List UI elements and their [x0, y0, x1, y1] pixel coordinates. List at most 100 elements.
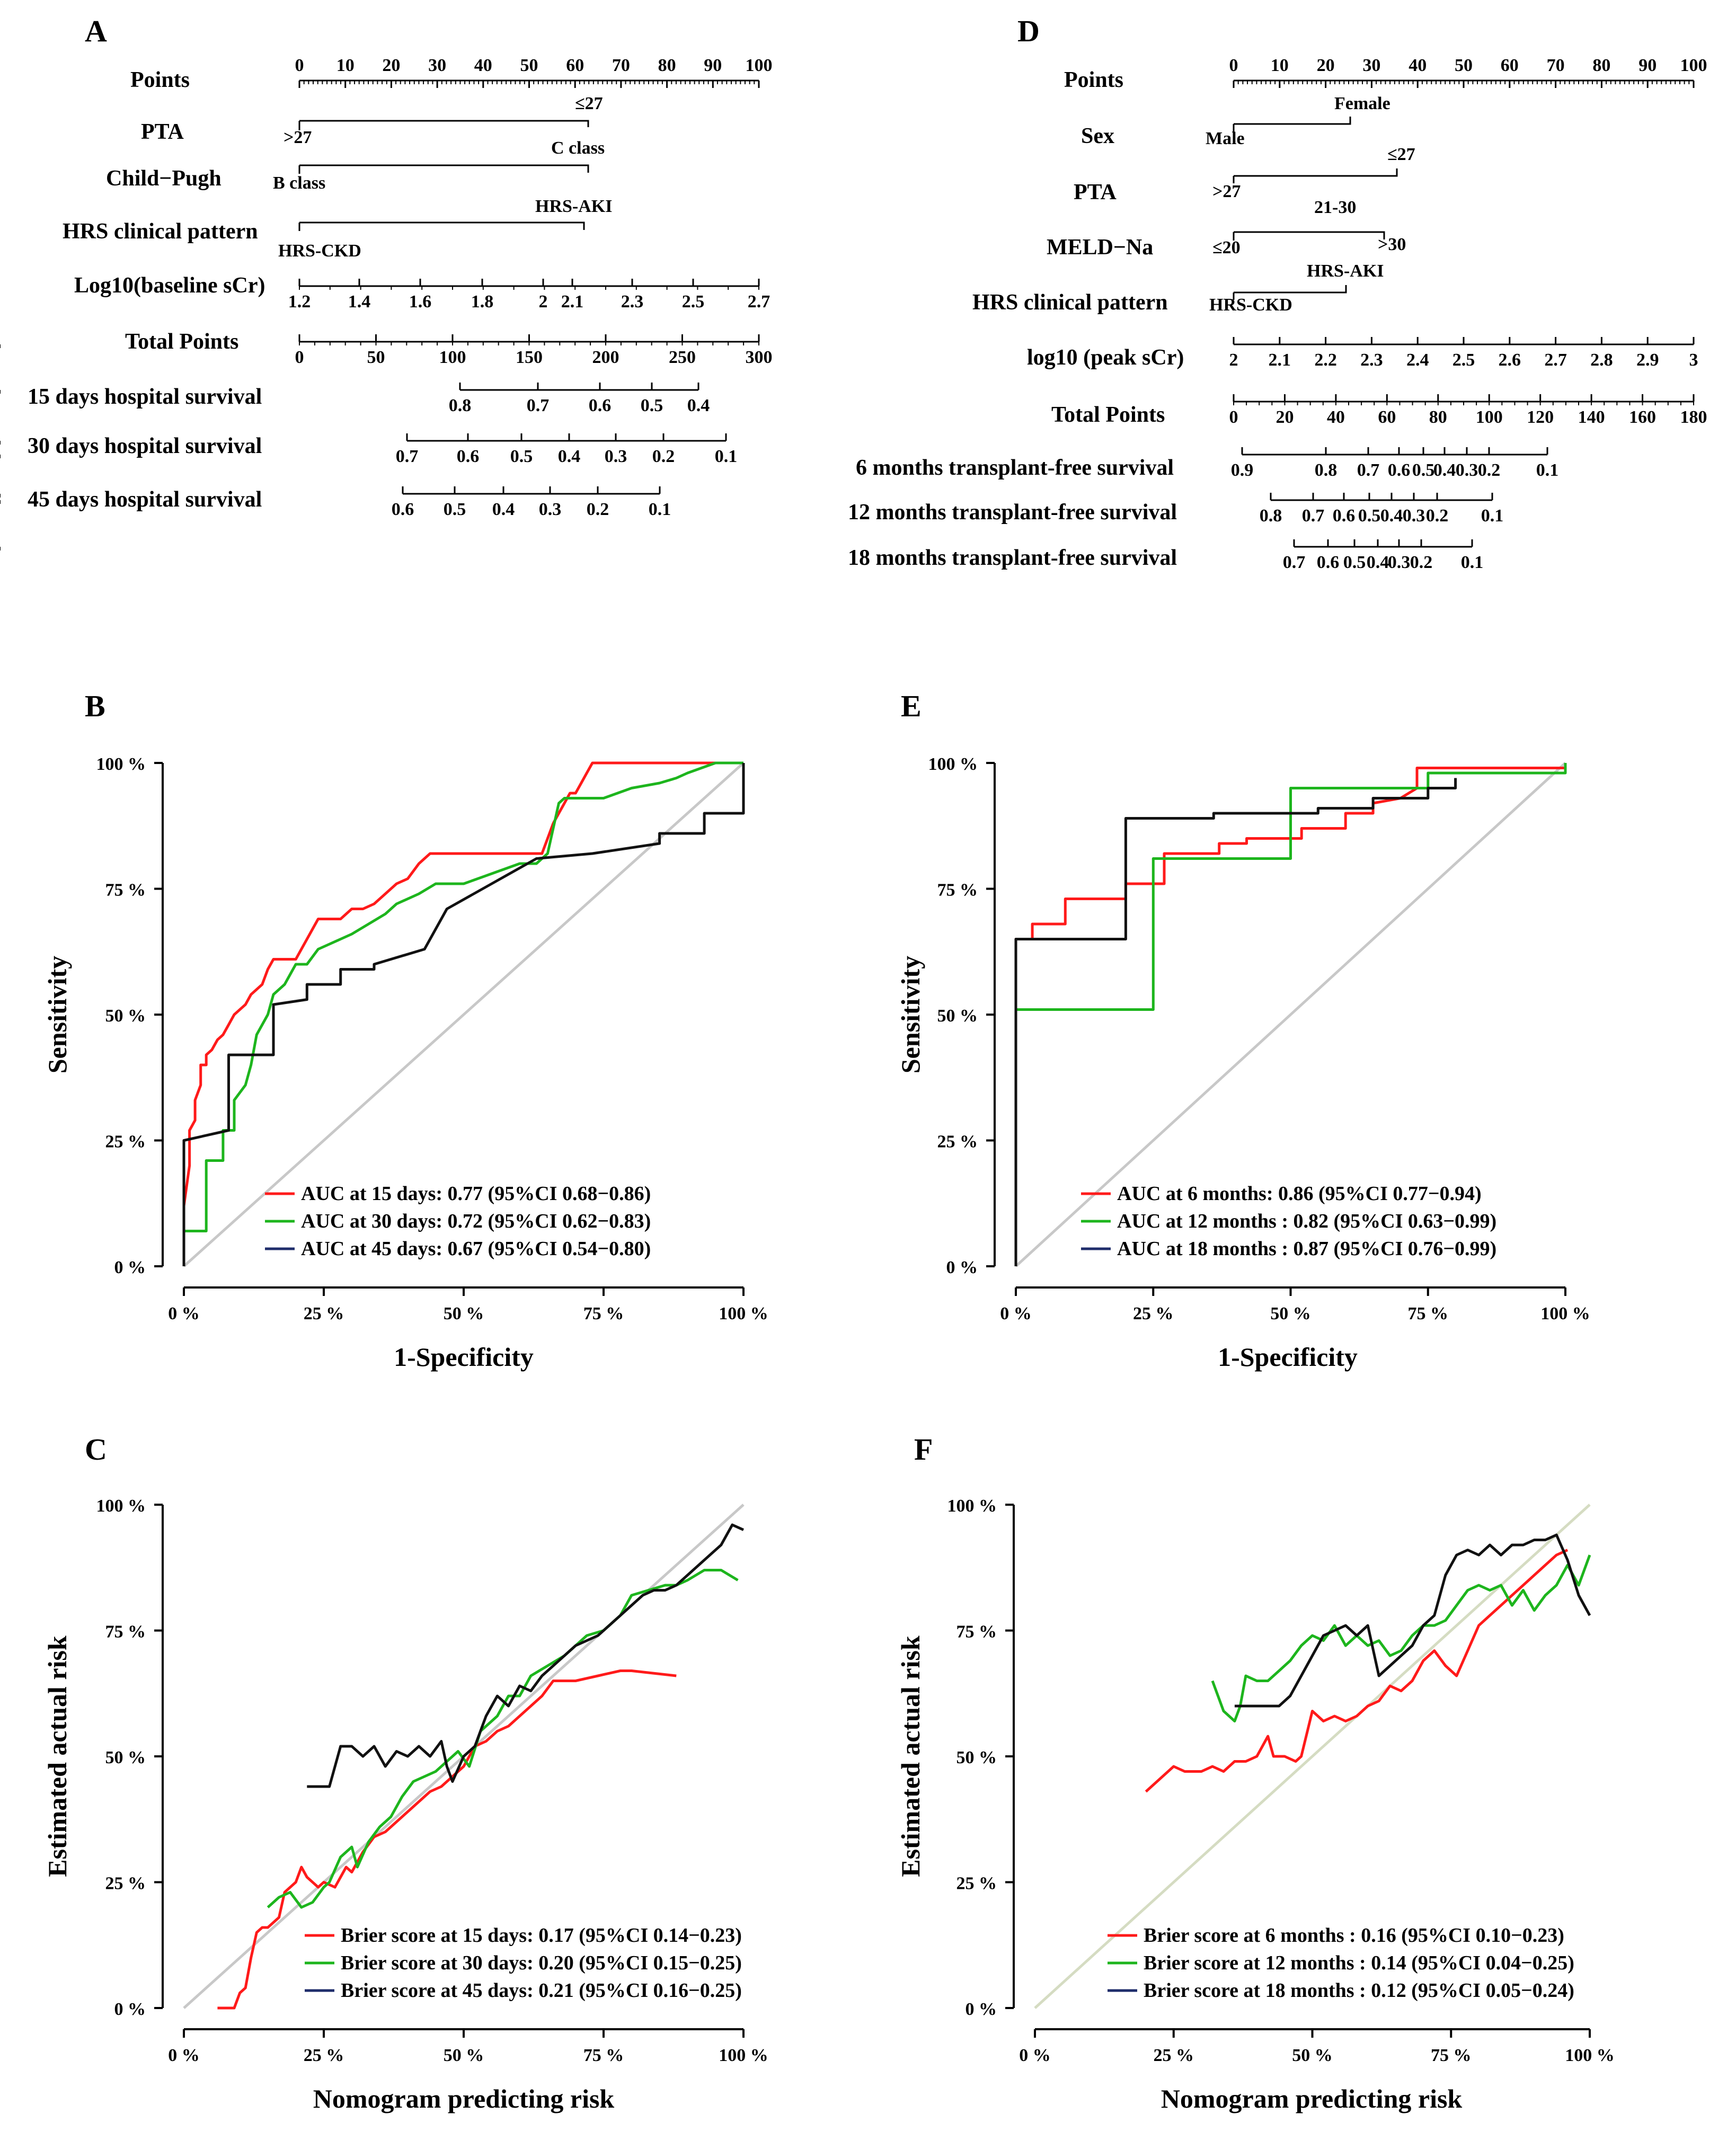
- tick-label: 20: [1317, 56, 1335, 75]
- tick-label: 0.4: [1380, 506, 1403, 526]
- tick-label: 3: [1689, 350, 1698, 370]
- nomo-a-childpugh-scale: [298, 164, 589, 174]
- tick-label: 0.2: [1426, 506, 1449, 526]
- tick-label: 2.3: [621, 292, 644, 312]
- nomo-a-surv15-label: 15 days hospital survival: [28, 385, 262, 409]
- tick-label: 40: [1327, 407, 1345, 427]
- tick-label: 0.3: [539, 500, 562, 519]
- tick-label: 0: [295, 56, 304, 75]
- tick-label: 0.1: [1481, 506, 1504, 526]
- y-axis-title: Sensitivity: [896, 956, 925, 1073]
- x-tick-label: 100 %: [1540, 1304, 1590, 1323]
- series-line-2: [1211, 1554, 1591, 1722]
- tick-label: 2.1: [1269, 350, 1291, 370]
- tick-label: 100: [1476, 407, 1503, 427]
- y-tick-label: 50 %: [105, 1748, 146, 1767]
- tick-label: 2.7: [748, 292, 770, 312]
- tick-label: 2.2: [1314, 350, 1337, 370]
- nomo-a-hrs-scale: [298, 221, 585, 231]
- y-tick-label: 100 %: [96, 754, 146, 774]
- legend-label: AUC at 18 months : 0.87 (95%CI 0.76−0.99…: [1117, 1238, 1496, 1260]
- tick-label: 0.5: [1358, 506, 1381, 526]
- reference-diagonal: [1015, 762, 1566, 1267]
- y-tick-label: 75 %: [105, 1622, 146, 1642]
- tick-label: 200: [592, 348, 619, 367]
- legend-label: Brier score at 12 months : 0.14 (95%CI 0…: [1144, 1952, 1574, 1974]
- nomo-a-pta-label: PTA: [141, 120, 184, 144]
- nomo-d-sex-scale: [1233, 117, 1351, 132]
- tick-label: 60: [1378, 407, 1396, 427]
- nomo-d-points-axis: 0 10 20 30 40 50 60 70 80 90 100: [1229, 56, 1707, 88]
- tick-label: 40: [1409, 56, 1427, 75]
- y-tick-label: 100 %: [928, 754, 978, 774]
- legend-label: AUC at 12 months : 0.82 (95%CI 0.63−0.99…: [1117, 1210, 1496, 1232]
- y-tick-label: 75 %: [956, 1622, 997, 1642]
- tick-label: 10: [336, 56, 355, 75]
- nomo-a-points-axis: 0 10 20 30 40 50 60 70 80 90 100: [295, 56, 773, 88]
- y-tick-label: 100 %: [96, 1496, 146, 1516]
- series-line-1: [182, 761, 743, 1266]
- nomo-d-sex-low: Male: [1206, 129, 1245, 148]
- tick-label: 0.9: [1231, 460, 1254, 480]
- nomo-a-pta-low: >27: [284, 128, 312, 147]
- tick-label: 180: [1680, 407, 1707, 427]
- nomo-d-logpeak-label: log10 (peak sCr): [1027, 345, 1184, 370]
- tick-label: 1.2: [288, 292, 311, 312]
- tick-label: 0.2: [587, 500, 609, 519]
- tick-label: 1.8: [471, 292, 494, 312]
- y-tick-label: 75 %: [105, 881, 146, 900]
- y-tick-label: 0 %: [114, 2000, 146, 2019]
- x-tick-label: 25 %: [1133, 1304, 1174, 1323]
- nomo-d-sex-label: Sex: [1081, 124, 1114, 148]
- nomo-d-sex-high: Female: [1334, 94, 1390, 113]
- tick-label: 30: [428, 56, 446, 75]
- x-tick-label: 100 %: [1565, 2046, 1615, 2065]
- y-tick-label: 25 %: [937, 1132, 978, 1152]
- panel-letter-e: E: [901, 689, 922, 723]
- nomo-d-meld-label: MELD−Na: [1047, 235, 1153, 260]
- x-tick-label: 75 %: [1431, 2046, 1472, 2065]
- nomo-a-total-axis: 0 50 100 150 200 250 300: [295, 334, 773, 367]
- tick-label: 0: [1229, 407, 1238, 427]
- x-tick-label: 50 %: [1270, 1304, 1311, 1323]
- tick-label: 300: [746, 348, 773, 367]
- nomo-d-surv18-axis: 0.7 0.6 0.5 0.40.3 0.2 0.1: [0, 539, 1483, 572]
- tick-label: 0.2: [652, 447, 675, 466]
- tick-label: 0.5: [444, 500, 466, 519]
- tick-label: 0.5: [1412, 460, 1435, 480]
- x-tick-label: 100 %: [719, 2046, 768, 2065]
- tick-label: 0.8: [449, 396, 472, 415]
- tick-label: 70: [1547, 56, 1565, 75]
- tick-label: 2.8: [1590, 350, 1613, 370]
- series-line-3: [182, 763, 745, 1266]
- panel-e-roc-chart: E 0 % 25 % 50 % 75 % 100 % 0 % 25 % 50 % 75 % 100 …: [896, 689, 1590, 1372]
- y-tick-label: 0 %: [114, 1258, 146, 1277]
- x-axis-title: Nomogram predicting risk: [1161, 2084, 1463, 2113]
- panel-letter-a: A: [85, 14, 107, 48]
- tick-label: 0.7: [1283, 553, 1306, 572]
- tick-label: 0.7: [1357, 460, 1380, 480]
- tick-label: 50: [520, 56, 538, 75]
- y-axis-title: Estimated actual risk: [42, 1636, 72, 1877]
- tick-label: 2.4: [1406, 350, 1429, 370]
- tick-label: 2: [1229, 350, 1238, 370]
- nomo-a-hrs-low: HRS-CKD: [278, 241, 361, 261]
- tick-label: 0.3: [1388, 553, 1411, 572]
- tick-label: 80: [658, 56, 676, 75]
- series-line-3: [307, 1523, 745, 1788]
- y-tick-label: 25 %: [105, 1132, 146, 1152]
- tick-label: 0.6: [1388, 460, 1411, 480]
- x-axis-title: 1-Specificity: [1218, 1342, 1358, 1372]
- nomo-a-pta-scale: [298, 120, 589, 130]
- legend-label: Brier score at 6 months : 0.16 (95%CI 0.…: [1144, 1924, 1564, 1947]
- tick-label: 90: [1638, 56, 1657, 75]
- nomo-d-surv6-label: 6 months transplant-free survival: [856, 456, 1174, 480]
- x-tick-label: 0 %: [168, 1304, 200, 1323]
- tick-label: 0.1: [715, 447, 738, 466]
- series-line-3: [1234, 1533, 1591, 1708]
- nomo-d-hrs-scale: [1233, 285, 1347, 300]
- tick-label: 60: [1501, 56, 1519, 75]
- y-tick-label: 75 %: [937, 881, 978, 900]
- tick-label: 80: [1429, 407, 1447, 427]
- tick-label: 0.2: [1410, 553, 1433, 572]
